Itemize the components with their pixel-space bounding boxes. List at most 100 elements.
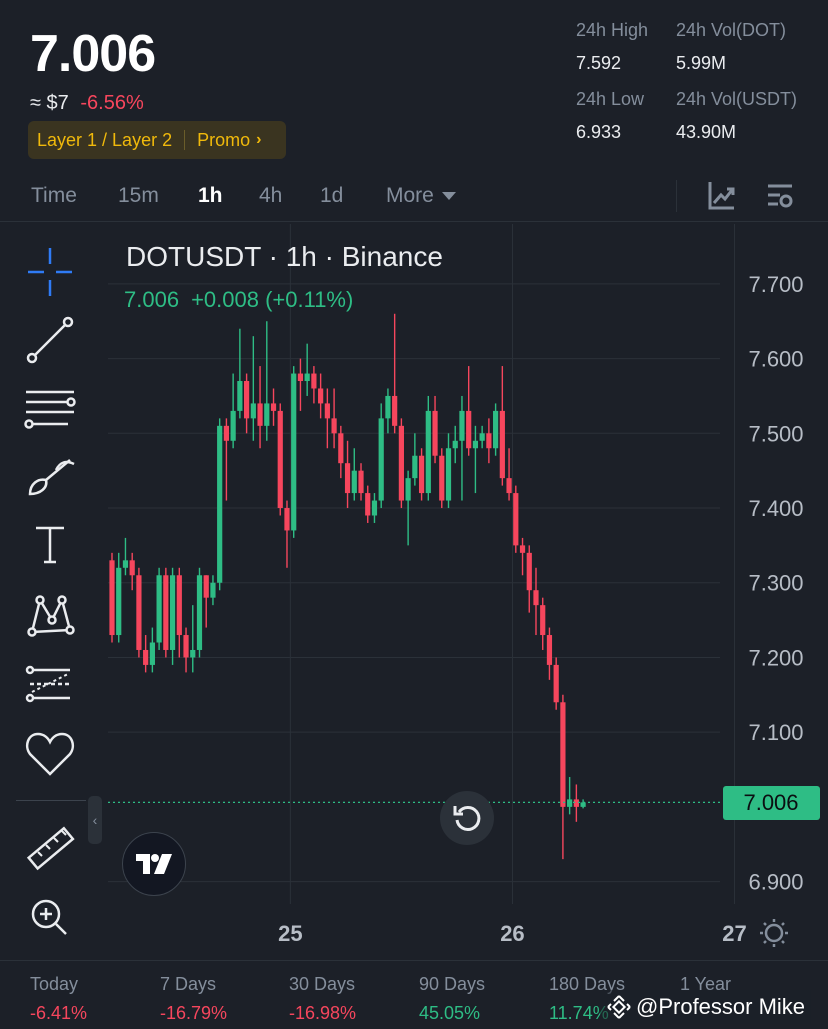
candle-body bbox=[567, 799, 573, 807]
candle bbox=[567, 776, 573, 815]
candle bbox=[513, 485, 519, 553]
candle-body bbox=[546, 635, 553, 665]
candle bbox=[459, 395, 465, 501]
candle bbox=[210, 575, 216, 606]
candle bbox=[318, 373, 324, 419]
candle-body bbox=[210, 582, 216, 598]
candle-body bbox=[486, 433, 492, 449]
candle-body bbox=[499, 410, 505, 479]
tab-1d[interactable]: 1d bbox=[320, 184, 344, 207]
toolbar-divider bbox=[16, 800, 86, 801]
collapse-toolbar-button[interactable]: ‹ bbox=[88, 796, 102, 844]
candle bbox=[412, 433, 418, 486]
candle-body bbox=[324, 403, 330, 419]
candle bbox=[136, 567, 142, 658]
price-chart[interactable]: DOTUSDT · 1h · Binance 7.006 +0.008 (+0.1… bbox=[100, 224, 828, 959]
candle-body bbox=[156, 575, 162, 643]
pattern-icon[interactable] bbox=[22, 586, 78, 642]
candle-body bbox=[136, 575, 142, 650]
candle bbox=[244, 373, 250, 434]
stat-24h-low: 24h Low 6.933 bbox=[576, 89, 644, 143]
perf-30d: 30 Days -16.98% bbox=[289, 974, 356, 1024]
candle-body bbox=[217, 425, 223, 583]
indicators-icon[interactable] bbox=[706, 178, 738, 214]
candle-body bbox=[270, 403, 277, 411]
chart-grid bbox=[108, 224, 736, 904]
candle bbox=[277, 403, 283, 516]
y-tick-label: 6.900 bbox=[748, 870, 803, 895]
perf-label: 30 Days bbox=[289, 974, 356, 994]
candle bbox=[237, 328, 243, 419]
candle-body bbox=[466, 410, 472, 449]
favorites-heart-icon[interactable] bbox=[22, 726, 78, 782]
time-axis-settings-icon[interactable] bbox=[760, 919, 788, 947]
binance-logo-icon bbox=[607, 995, 631, 1019]
prediction-icon[interactable] bbox=[22, 656, 78, 712]
candle bbox=[129, 552, 135, 591]
perf-today: Today -6.41% bbox=[30, 974, 87, 1024]
candle-body bbox=[358, 470, 364, 494]
watermark-text: @Professor Mike bbox=[636, 994, 806, 1019]
perf-1y: 1 Year bbox=[680, 974, 731, 1003]
crosshair-icon[interactable] bbox=[22, 244, 78, 300]
candle-body bbox=[425, 410, 431, 494]
y-tick-label: 7.500 bbox=[748, 421, 803, 446]
last-price-tag-label: 7.006 bbox=[743, 790, 798, 815]
candle bbox=[190, 605, 196, 673]
candle-body bbox=[304, 373, 310, 382]
candle bbox=[540, 597, 546, 650]
ohlc-legend: 7.006 +0.008 (+0.11%) bbox=[124, 287, 353, 312]
ruler-icon[interactable] bbox=[22, 820, 78, 876]
candle-body bbox=[196, 575, 203, 650]
brush-icon[interactable] bbox=[22, 448, 78, 504]
candle bbox=[291, 366, 297, 538]
candle-body bbox=[371, 500, 378, 516]
candle-body bbox=[378, 418, 384, 501]
trend-line-icon[interactable] bbox=[22, 312, 78, 368]
candle-body bbox=[338, 433, 344, 464]
tab-15m[interactable]: 15m bbox=[118, 184, 159, 207]
text-icon[interactable] bbox=[22, 516, 78, 572]
tradingview-logo bbox=[122, 832, 186, 896]
candle-body bbox=[493, 410, 499, 449]
candle-body bbox=[203, 575, 209, 598]
candle bbox=[466, 366, 472, 456]
candle bbox=[445, 433, 452, 509]
candle bbox=[365, 485, 371, 523]
ohlc-close: 7.006 bbox=[124, 287, 179, 312]
perf-label: Today bbox=[30, 974, 79, 994]
caret-down-icon bbox=[441, 192, 456, 201]
candle bbox=[223, 418, 230, 501]
category-tag[interactable]: Layer 1 / Layer 2 Promo › bbox=[28, 121, 286, 159]
reset-chart-button[interactable] bbox=[440, 791, 494, 845]
candle bbox=[546, 627, 553, 680]
chart-settings-icon[interactable] bbox=[764, 178, 796, 214]
promo-label[interactable]: Promo bbox=[197, 129, 251, 150]
tab-more[interactable]: More bbox=[386, 184, 456, 208]
change-percent: -6.56% bbox=[80, 92, 144, 114]
candle bbox=[418, 448, 425, 501]
candle bbox=[156, 567, 162, 650]
perf-value: -16.79% bbox=[160, 1003, 228, 1023]
candle bbox=[385, 388, 391, 434]
zoom-in-icon[interactable] bbox=[22, 890, 78, 946]
candle-body bbox=[257, 403, 263, 426]
tab-more-label[interactable]: More bbox=[386, 184, 434, 207]
perf-label: 7 Days bbox=[160, 974, 217, 994]
fiat-price: ≈ $7 -6.56% bbox=[30, 92, 144, 115]
candle-body bbox=[176, 575, 182, 636]
stat-label: 24h Vol(USDT) bbox=[676, 89, 798, 109]
candle bbox=[432, 395, 438, 464]
fib-levels-icon[interactable] bbox=[22, 380, 78, 436]
candle-body bbox=[230, 410, 236, 441]
tab-4h[interactable]: 4h bbox=[259, 184, 283, 207]
stat-label: 24h Vol(DOT) bbox=[676, 20, 787, 40]
candle-body bbox=[351, 470, 357, 494]
tab-time[interactable]: Time bbox=[31, 184, 77, 207]
category-label[interactable]: Layer 1 / Layer 2 bbox=[37, 129, 173, 150]
candle bbox=[331, 388, 337, 449]
candle-body bbox=[297, 373, 304, 382]
approx-sign: ≈ bbox=[30, 92, 41, 114]
tab-1h[interactable]: 1h bbox=[198, 184, 223, 207]
candle-body bbox=[513, 493, 519, 546]
